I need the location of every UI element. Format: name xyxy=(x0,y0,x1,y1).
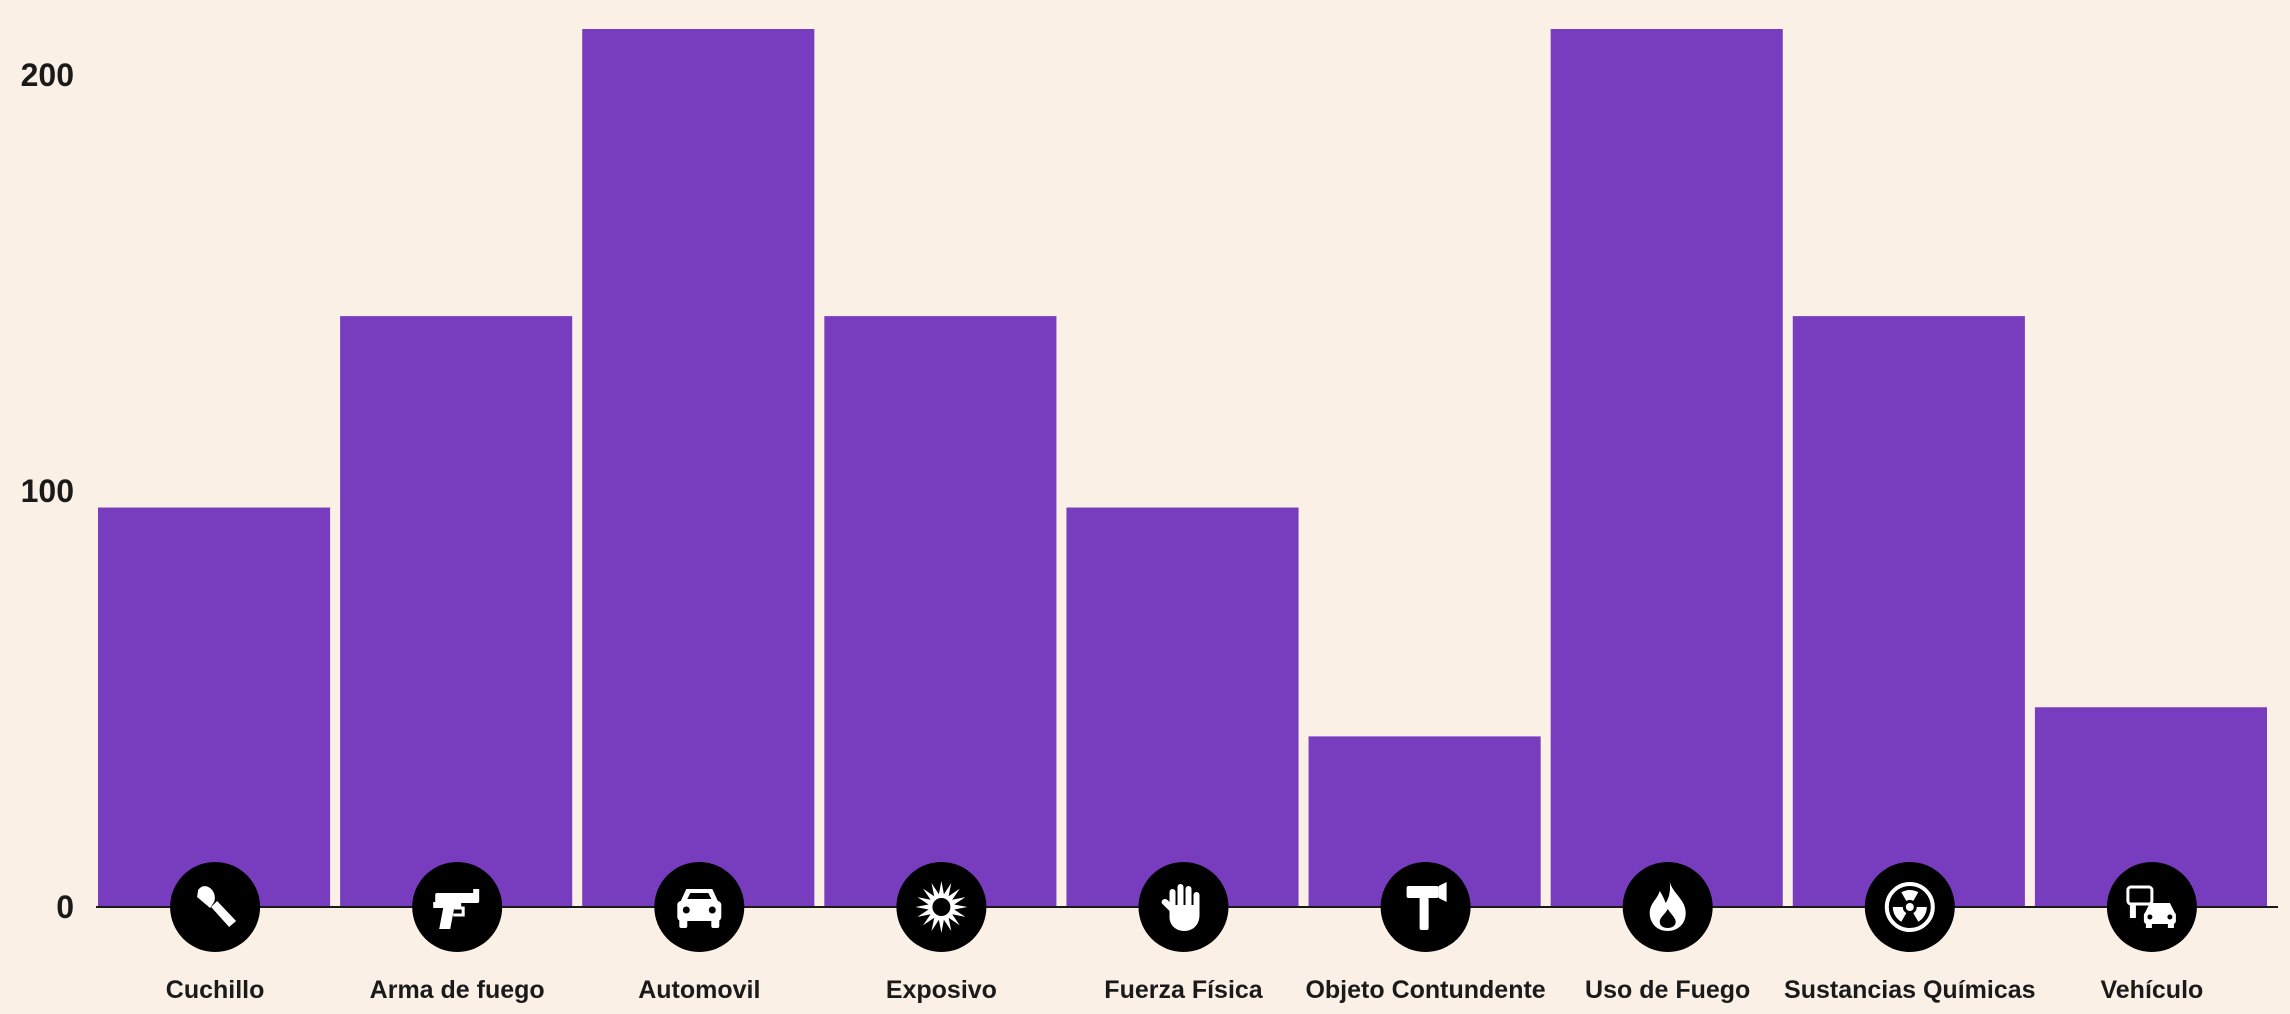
category-label: Fuerza Física xyxy=(1104,976,1263,1004)
y-tick-label: 100 xyxy=(21,473,74,509)
explosion-icon xyxy=(896,862,987,952)
bar-6 xyxy=(1550,29,1783,907)
category-label: Exposivo xyxy=(886,976,997,1004)
hammer-icon xyxy=(1380,862,1471,952)
category-label: Uso de Fuego xyxy=(1585,976,1750,1004)
knife-icon xyxy=(170,862,261,952)
category-labels: Cuchillo Arma de fuego Automovil Exposivo Fu… xyxy=(166,976,2204,1004)
category-label: Arma de fuego xyxy=(370,976,545,1004)
fire-icon xyxy=(1622,862,1713,952)
bar-2 xyxy=(582,29,815,907)
category-icons xyxy=(170,862,2197,952)
radiation-icon xyxy=(1864,862,1955,952)
hand-icon xyxy=(1138,862,1229,952)
bars xyxy=(98,29,2267,907)
gun-icon xyxy=(412,862,503,952)
y-tick-label: 200 xyxy=(21,57,74,93)
category-label: Sustancias Químicas xyxy=(1784,976,2036,1004)
category-label: Automovil xyxy=(638,976,760,1004)
bar-0 xyxy=(98,507,331,907)
car-icon xyxy=(654,862,745,952)
bar-7 xyxy=(1792,316,2025,907)
y-axis-ticks: 0 100 200 xyxy=(21,57,74,925)
category-label: Cuchillo xyxy=(166,976,265,1004)
vehicle-collision-icon xyxy=(2106,862,2197,952)
category-label: Objeto Contundente xyxy=(1305,976,1545,1004)
category-label: Vehículo xyxy=(2100,976,2203,1004)
bar-4 xyxy=(1066,507,1299,907)
bar-1 xyxy=(340,316,573,907)
bar-3 xyxy=(824,316,1057,907)
y-tick-label: 0 xyxy=(56,889,74,925)
